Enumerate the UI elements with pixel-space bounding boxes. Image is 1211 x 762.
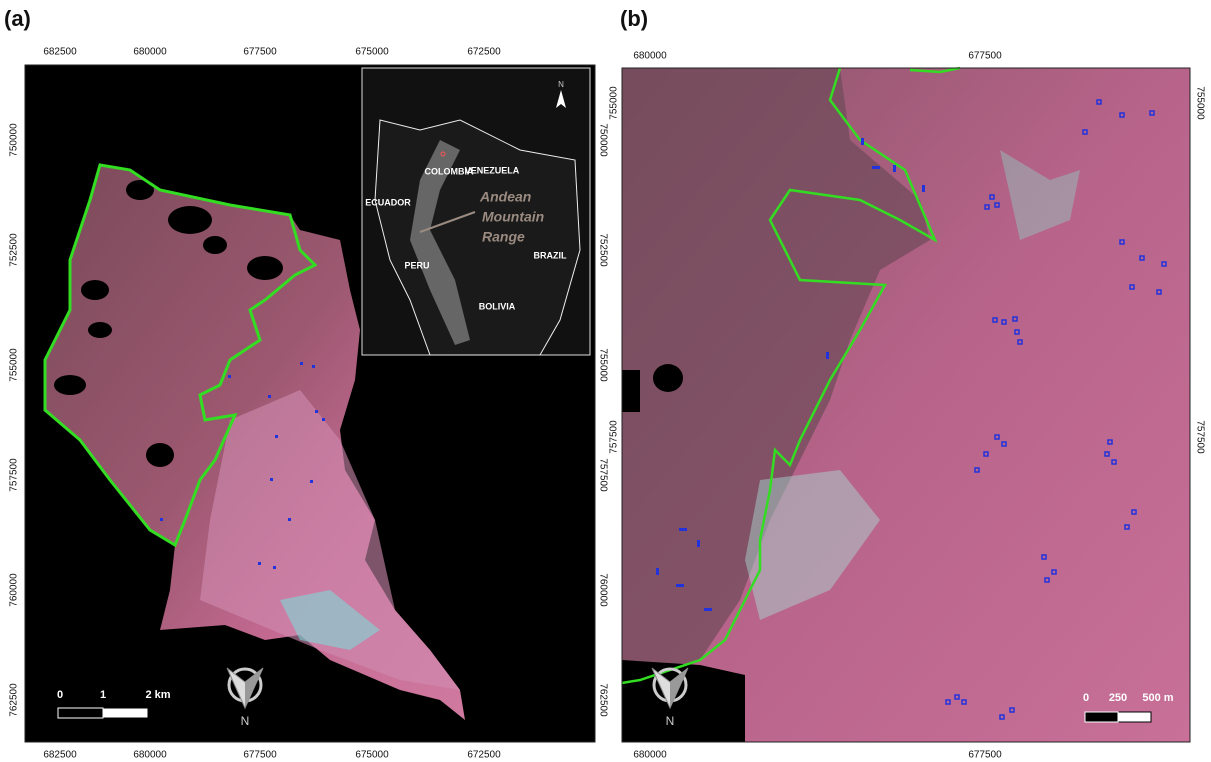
x-tick-label: 677500 — [243, 750, 277, 761]
y-tick-label: 750000 — [597, 123, 608, 157]
figure: N Andean Mountain Range (a) (b) 682500 68… — [0, 0, 1211, 762]
x-tick-label: 682500 — [43, 750, 77, 761]
scale-label: 2 km — [145, 689, 170, 701]
cloud-mask — [653, 364, 683, 392]
scale-label: 0 — [57, 689, 63, 701]
y-tick-label: 762500 — [9, 683, 20, 717]
x-tick-label: 677500 — [968, 750, 1002, 761]
x-tick-label: 672500 — [467, 47, 501, 58]
x-tick-label: 675000 — [355, 750, 389, 761]
x-tick-label: 675000 — [355, 47, 389, 58]
panel-label: (a) — [4, 6, 31, 31]
scale-label: 1 — [100, 689, 106, 701]
cloud-mask — [622, 370, 640, 412]
y-tick-label: 755000 — [1194, 86, 1205, 120]
scale-label: 0 — [1083, 692, 1089, 704]
y-tick-label: 757500 — [1194, 420, 1205, 454]
scale-bar — [58, 708, 103, 718]
x-tick-label: 672500 — [467, 750, 501, 761]
scale-bar — [1085, 712, 1118, 722]
x-tick-label: 680000 — [633, 51, 667, 62]
panel-label: (b) — [620, 6, 648, 31]
x-tick-label: 680000 — [133, 47, 167, 58]
x-tick-label: 682500 — [43, 47, 77, 58]
scale-label: 500 m — [1142, 692, 1173, 704]
north-label: N — [241, 714, 250, 728]
country-label: PERU — [404, 260, 429, 270]
x-tick-label: 680000 — [633, 750, 667, 761]
country-label: ECUADOR — [365, 197, 411, 207]
country-label: BRAZIL — [534, 250, 567, 260]
country-label: BOLIVIA — [479, 301, 516, 311]
scale-label: 250 — [1109, 692, 1127, 704]
y-tick-label: 760000 — [597, 573, 608, 607]
y-tick-label: 752500 — [9, 233, 20, 267]
y-tick-label: 762500 — [597, 683, 608, 717]
y-tick-label: 752500 — [597, 233, 608, 267]
y-tick-label: 755000 — [9, 348, 20, 382]
y-tick-label: 750000 — [9, 123, 20, 157]
north-label: N — [666, 714, 675, 728]
y-tick-label: 755000 — [597, 348, 608, 382]
x-tick-label: 680000 — [133, 750, 167, 761]
x-tick-label: 677500 — [243, 47, 277, 58]
y-tick-label: 757500 — [597, 458, 608, 492]
annotation: Mountain — [482, 209, 544, 225]
y-tick-label: 760000 — [9, 573, 20, 607]
inset-north: N — [558, 80, 564, 89]
y-tick-label: 757500 — [9, 458, 20, 492]
annotation: Range — [482, 229, 525, 245]
x-tick-label: 677500 — [968, 51, 1002, 62]
country-label: COLOMBIA — [425, 166, 474, 176]
annotation: Andean — [479, 189, 531, 205]
y-tick-label: 755000 — [609, 86, 620, 120]
y-tick-label: 757500 — [609, 420, 620, 454]
